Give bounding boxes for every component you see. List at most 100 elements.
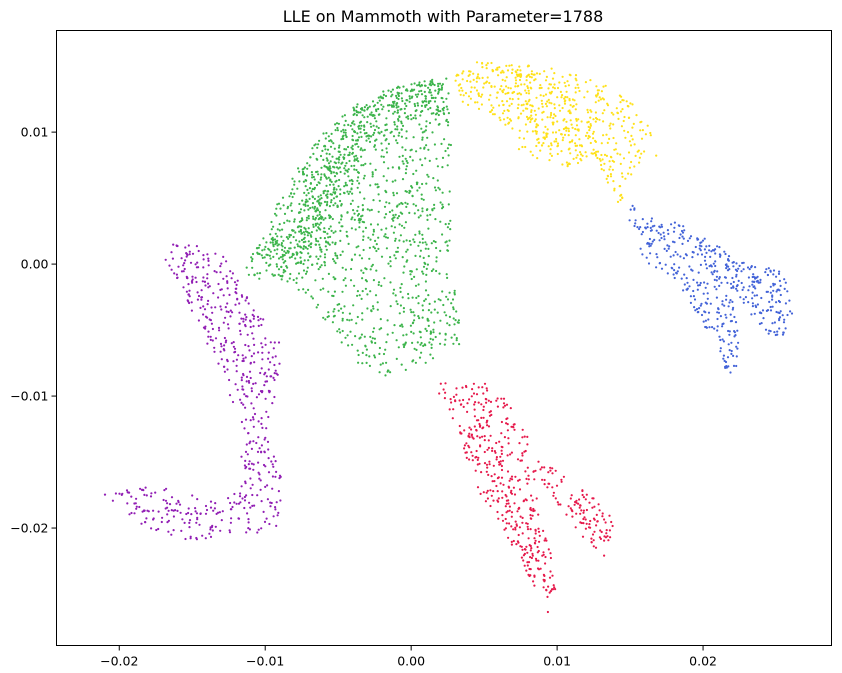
data-point	[422, 198, 425, 201]
data-point	[502, 397, 506, 400]
data-point	[252, 382, 255, 385]
data-point	[514, 526, 517, 529]
data-point	[281, 228, 284, 231]
data-point	[722, 340, 726, 343]
data-point	[356, 290, 359, 293]
data-point	[345, 135, 348, 138]
data-point	[732, 364, 736, 367]
data-point	[404, 157, 407, 160]
data-point	[586, 131, 589, 134]
data-point	[448, 408, 451, 411]
data-point	[727, 305, 730, 308]
data-point	[260, 500, 263, 503]
data-point	[138, 505, 141, 509]
data-point	[639, 247, 642, 250]
data-point	[704, 301, 707, 304]
data-point	[508, 479, 511, 482]
data-point	[411, 341, 414, 344]
data-point	[733, 330, 736, 333]
data-point	[249, 477, 252, 480]
data-point	[493, 473, 496, 476]
data-point	[591, 152, 595, 155]
data-point	[372, 279, 375, 282]
data-point	[530, 547, 533, 550]
data-point	[305, 219, 308, 222]
data-point	[497, 517, 500, 520]
data-point	[631, 204, 634, 207]
data-point	[646, 226, 649, 229]
data-point	[533, 73, 536, 76]
data-point	[269, 501, 272, 504]
data-point	[344, 119, 347, 122]
data-point	[535, 130, 538, 133]
data-point	[321, 149, 324, 152]
data-point	[333, 278, 336, 281]
data-point	[310, 295, 313, 298]
data-point	[385, 236, 388, 239]
data-point	[473, 408, 476, 411]
data-point	[294, 231, 297, 234]
data-point	[505, 85, 508, 88]
data-point	[487, 439, 490, 442]
data-point	[667, 247, 670, 250]
data-point	[579, 504, 582, 507]
data-point	[252, 337, 255, 340]
data-point	[638, 161, 641, 164]
data-point	[500, 397, 503, 400]
data-point	[416, 341, 419, 344]
data-point	[647, 262, 651, 265]
data-point	[247, 518, 250, 521]
data-point	[241, 295, 244, 298]
data-point	[324, 245, 327, 248]
data-point	[489, 410, 492, 413]
data-point	[402, 240, 405, 243]
data-point	[248, 501, 251, 504]
data-point	[369, 122, 372, 125]
data-point	[358, 294, 361, 297]
data-point	[398, 203, 401, 206]
data-point	[663, 235, 666, 238]
data-point	[542, 131, 545, 134]
data-point	[339, 170, 342, 174]
data-point	[423, 130, 426, 133]
data-point	[495, 68, 498, 71]
data-point	[556, 120, 559, 123]
data-point	[502, 103, 505, 106]
data-point	[317, 173, 320, 176]
data-point	[359, 111, 362, 114]
data-point	[341, 290, 344, 293]
data-point	[527, 478, 530, 481]
data-point	[708, 244, 711, 247]
data-point	[493, 480, 496, 483]
data-point	[724, 313, 727, 316]
data-point	[443, 311, 446, 314]
data-point	[353, 155, 356, 158]
data-point	[524, 100, 527, 103]
data-point	[424, 361, 427, 364]
data-point	[244, 343, 247, 347]
data-point	[341, 329, 344, 333]
data-point	[319, 266, 322, 269]
data-point	[526, 86, 530, 90]
data-point	[252, 407, 255, 410]
data-point	[300, 238, 304, 242]
data-point	[241, 385, 244, 388]
data-point	[239, 501, 242, 504]
data-point	[207, 282, 210, 285]
data-point	[538, 540, 541, 543]
data-point	[235, 358, 238, 361]
data-point	[505, 499, 508, 502]
data-point	[301, 276, 304, 279]
data-point	[441, 290, 444, 293]
data-point	[462, 398, 465, 402]
data-point	[467, 103, 470, 106]
data-point	[340, 162, 343, 165]
data-point	[187, 293, 190, 296]
data-point	[372, 199, 375, 202]
data-point	[220, 308, 223, 311]
data-point	[244, 313, 247, 316]
data-point	[528, 544, 531, 547]
data-point	[471, 454, 474, 457]
data-point	[371, 173, 374, 176]
data-point	[767, 267, 770, 270]
